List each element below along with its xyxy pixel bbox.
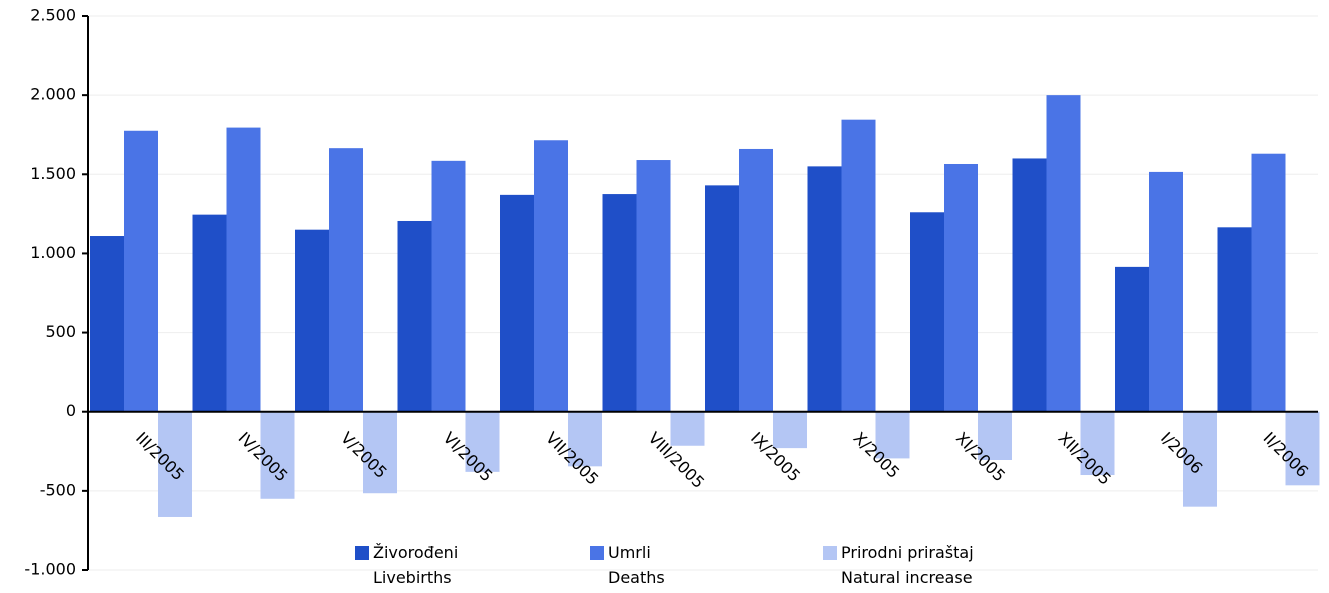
bar xyxy=(807,166,842,412)
bar xyxy=(1012,158,1047,412)
bar xyxy=(636,160,671,412)
legend-item: Umrli Deaths xyxy=(590,540,665,590)
bar xyxy=(1115,266,1149,412)
bar xyxy=(568,411,602,467)
bar xyxy=(670,411,705,446)
bar xyxy=(773,411,807,449)
bar xyxy=(910,212,944,412)
legend-label: Umrli Deaths xyxy=(608,543,665,587)
bar xyxy=(841,119,876,412)
bar xyxy=(1149,171,1183,412)
y-tick-label: 1.500 xyxy=(30,164,76,183)
bar xyxy=(875,411,910,459)
bar xyxy=(465,411,500,472)
legend-label: Živorođeni Livebirths xyxy=(373,543,459,587)
bar xyxy=(329,148,363,412)
bar xyxy=(705,185,739,412)
bar xyxy=(397,220,432,412)
legend-swatch xyxy=(355,546,369,560)
bar xyxy=(1183,411,1217,507)
bar xyxy=(90,236,124,412)
bar xyxy=(739,148,773,412)
y-tick-label: 500 xyxy=(45,322,76,341)
y-tick-label: 1.000 xyxy=(30,243,76,262)
y-tick-label: -1.000 xyxy=(24,560,76,579)
y-tick-label: 2.500 xyxy=(30,6,76,25)
legend-item: Prirodni priraštaj Natural increase xyxy=(823,540,974,590)
y-tick-label: -500 xyxy=(40,480,76,499)
bar xyxy=(192,214,227,412)
bar xyxy=(500,194,534,412)
legend-swatch xyxy=(590,546,604,560)
legend-swatch xyxy=(823,546,837,560)
legend-label: Prirodni priraštaj Natural increase xyxy=(841,543,974,587)
bar xyxy=(158,411,192,517)
bar xyxy=(1080,411,1115,476)
bar xyxy=(431,160,466,412)
bar xyxy=(978,411,1012,460)
y-tick-label: 0 xyxy=(66,401,76,420)
bar xyxy=(1285,411,1320,486)
bar xyxy=(124,130,158,412)
bar xyxy=(602,194,637,412)
bar xyxy=(1217,227,1252,412)
bar xyxy=(295,229,329,412)
bar xyxy=(363,411,397,494)
legend-item: Živorođeni Livebirths xyxy=(355,540,458,590)
bar xyxy=(1251,153,1286,412)
bar xyxy=(944,163,978,412)
bar xyxy=(534,140,568,412)
bar xyxy=(226,127,261,412)
bar xyxy=(1046,95,1081,412)
y-tick-label: 2.000 xyxy=(30,85,76,104)
bar xyxy=(260,411,295,499)
